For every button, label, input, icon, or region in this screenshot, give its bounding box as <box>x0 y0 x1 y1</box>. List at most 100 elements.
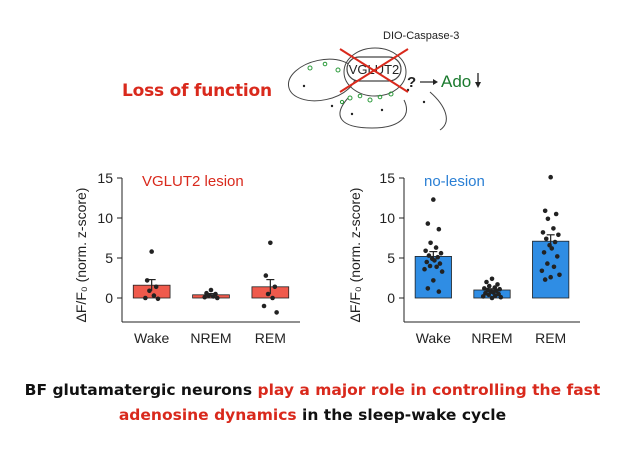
data-point <box>425 221 431 226</box>
data-point <box>489 295 495 301</box>
data-point <box>265 291 271 297</box>
question-mark: ? <box>407 74 416 91</box>
caspase-schematic: DIO-Caspase-3 VGLUT2 ? Ado <box>287 30 481 131</box>
data-point <box>545 216 551 222</box>
data-point <box>423 248 428 254</box>
data-point <box>147 288 152 294</box>
y-tick-label: 0 <box>387 290 395 306</box>
y-tick-label: 5 <box>105 250 113 266</box>
data-point <box>208 287 214 293</box>
data-point <box>486 292 492 298</box>
data-point <box>425 286 431 291</box>
cross-out-icon <box>339 48 409 93</box>
data-point <box>428 240 433 246</box>
data-point <box>552 239 558 245</box>
y-tick-label: 10 <box>379 210 395 226</box>
data-point <box>545 261 550 266</box>
charts-area: 0 5 10 15 ΔF/F₀ (norm. z-score) VGLUT2 lesion… <box>73 170 580 346</box>
y-tick-label: 15 <box>97 170 113 186</box>
data-point <box>427 263 433 269</box>
data-point <box>542 208 548 214</box>
data-point <box>274 310 279 315</box>
caption-part4: in the sleep-wake cycle <box>296 406 507 424</box>
data-point <box>553 211 559 217</box>
data-point <box>542 277 548 282</box>
data-point <box>439 269 445 274</box>
category-label: NREM <box>471 330 512 346</box>
data-point <box>261 303 267 309</box>
data-point <box>436 226 442 232</box>
bar <box>532 240 570 299</box>
data-point <box>490 290 496 295</box>
data-point <box>498 294 504 300</box>
data-point <box>554 254 560 259</box>
y-tick-label: 15 <box>379 170 395 186</box>
data-point <box>486 283 492 289</box>
y-axis-label: ΔF/F₀ (norm. z-score) <box>347 188 363 323</box>
data-point <box>426 253 432 258</box>
data-point <box>543 236 549 242</box>
chart-no-lesion: 0 5 10 15 ΔF/F₀ (norm. z-score) no-lesion Wake… <box>347 170 580 346</box>
data-point <box>422 266 427 272</box>
data-point <box>549 246 555 251</box>
data-point <box>493 293 498 298</box>
data-point <box>432 258 437 263</box>
caption: BF glutamatergic neurons play a major ro… <box>0 378 625 428</box>
y-tick-label: 0 <box>105 290 113 306</box>
data-point <box>437 261 443 266</box>
data-point <box>541 250 547 255</box>
caption-part2: play a major role in controlling the fas… <box>257 381 601 399</box>
output-label: Ado <box>441 72 471 91</box>
data-point <box>431 197 436 202</box>
category-label: REM <box>535 330 566 346</box>
construct-label: DIO-Caspase-3 <box>383 30 459 42</box>
data-point <box>153 284 159 290</box>
caption-part3: adenosine dynamics <box>118 406 297 424</box>
chart-title: no-lesion <box>424 173 485 190</box>
data-point <box>436 289 442 294</box>
data-point <box>480 294 486 299</box>
ado-dots <box>302 84 426 116</box>
data-point <box>551 264 557 270</box>
data-point <box>433 245 439 250</box>
data-point <box>540 230 546 235</box>
data-point <box>149 249 154 254</box>
category-label: REM <box>255 330 286 346</box>
chart-vglut2-lesion: 0 5 10 15 ΔF/F₀ (norm. z-score) VGLUT2 lesion… <box>73 170 300 346</box>
data-point <box>557 272 562 278</box>
data-point <box>424 259 430 265</box>
data-point <box>270 295 275 301</box>
vesicles <box>307 61 394 105</box>
category-label: NREM <box>190 330 231 346</box>
data-point <box>143 295 148 301</box>
data-point <box>548 274 553 280</box>
data-point <box>215 295 220 301</box>
bar <box>414 256 452 299</box>
data-point <box>548 174 553 180</box>
data-point <box>210 294 216 299</box>
data-point <box>539 268 545 274</box>
data-point <box>144 278 150 283</box>
y-axis-label: ΔF/F₀ (norm. z-score) <box>73 188 89 323</box>
data-point <box>263 273 269 278</box>
category-label: Wake <box>134 330 169 346</box>
data-point <box>435 254 441 260</box>
chart-title: VGLUT2 lesion <box>142 173 244 190</box>
data-point <box>431 278 436 283</box>
loss-of-function-title: Loss of function <box>122 81 272 101</box>
down-arrow-icon <box>475 73 481 88</box>
data-point <box>556 232 561 238</box>
data-point <box>484 279 489 285</box>
right-arrow-icon <box>420 79 438 85</box>
vglut2-box: VGLUT2 <box>346 56 402 82</box>
data-point <box>434 264 439 270</box>
data-point <box>495 282 500 287</box>
y-tick-label: 5 <box>387 250 395 266</box>
data-point <box>206 293 212 298</box>
caption-part1: BF glutamatergic neurons <box>24 381 258 399</box>
data-point <box>268 240 273 246</box>
data-point <box>489 276 495 282</box>
data-point <box>438 250 444 256</box>
data-point <box>202 294 207 300</box>
data-point <box>151 293 157 298</box>
